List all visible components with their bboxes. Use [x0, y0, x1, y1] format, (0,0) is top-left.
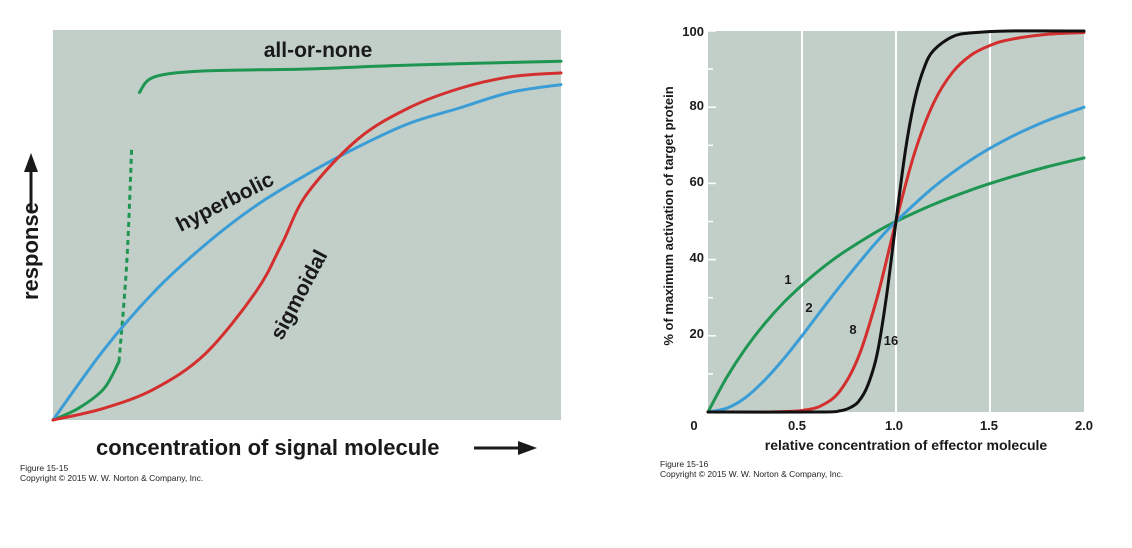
- right-x-axis-title: relative concentration of effector molec…: [765, 437, 1048, 453]
- left-x-axis-title: concentration of signal molecule: [96, 435, 440, 460]
- curve-label-8: 8: [849, 322, 856, 337]
- y-tick-label: 40: [690, 250, 704, 265]
- left-curves: [51, 59, 563, 422]
- caption-right: Figure 15-16 Copyright © 2015 W. W. Nort…: [660, 459, 843, 479]
- chart-activation-curves: 0 0.5 1.0 1.5 2.0 20 40 60 80 100 relati…: [661, 24, 1093, 453]
- figure-number: Figure 15-15: [20, 463, 69, 473]
- series-line-sigmoidal: [51, 71, 563, 422]
- label-all-or-none: all-or-none: [264, 39, 373, 62]
- x-tick-label: 1.0: [885, 418, 903, 433]
- series-line-hyperbolic: [51, 83, 563, 422]
- series-line-all-or-none: [137, 59, 563, 94]
- curve-label-1: 1: [784, 272, 791, 287]
- left-y-axis-title: response: [18, 202, 43, 300]
- y-tick-label: 100: [682, 24, 704, 39]
- copyright-text: Copyright © 2015 W. W. Norton & Company,…: [20, 473, 204, 483]
- curve-label-2: 2: [805, 300, 812, 315]
- x-tick-label: 2.0: [1075, 418, 1093, 433]
- series-line-all-or-none: [51, 360, 121, 422]
- y-arrow-head-icon: [24, 153, 38, 172]
- series-line-n1: [706, 156, 1086, 414]
- curve-label-16: 16: [884, 333, 898, 348]
- series-line-n16: [706, 29, 1086, 414]
- plot-area-left: [53, 30, 561, 420]
- y-tick-label: 60: [690, 174, 704, 189]
- x-tick-label: 1.5: [980, 418, 998, 433]
- x-tick-label: 0: [690, 418, 697, 433]
- copyright-text: Copyright © 2015 W. W. Norton & Company,…: [660, 469, 844, 479]
- caption-left: Figure 15-15 Copyright © 2015 W. W. Nort…: [20, 463, 203, 483]
- right-ticks: [708, 30, 716, 375]
- chart-response-curves: all-or-none hyperbolic sigmoidal respons…: [18, 30, 563, 460]
- x-arrow-head-icon: [518, 441, 537, 455]
- right-y-axis-title: % of maximum activation of target protei…: [661, 86, 676, 345]
- x-tick-label: 0.5: [788, 418, 806, 433]
- y-tick-label: 20: [690, 326, 704, 341]
- figure-number: Figure 15-16: [660, 459, 709, 469]
- right-curves: [706, 29, 1086, 414]
- series-line-n2: [706, 105, 1086, 414]
- y-tick-label: 80: [690, 98, 704, 113]
